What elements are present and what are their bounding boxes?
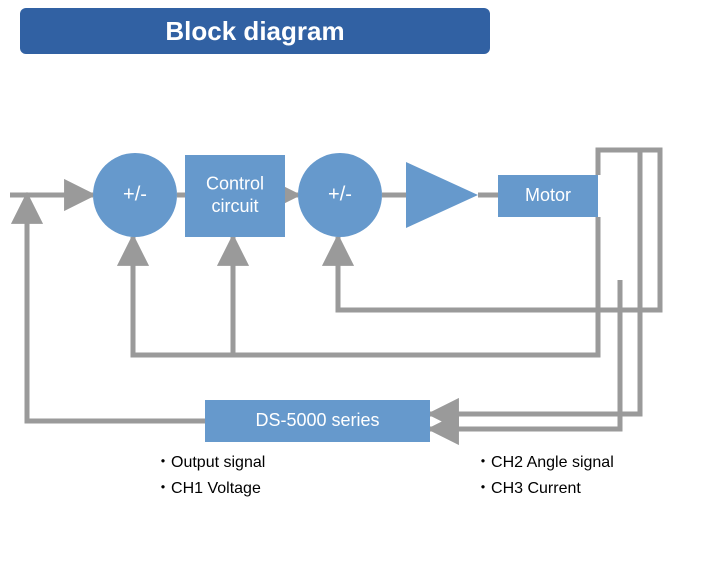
svg-text:+/-: +/- bbox=[123, 183, 147, 205]
svg-text:DS-5000 series: DS-5000 series bbox=[255, 410, 379, 430]
node-motor: Motor bbox=[498, 175, 598, 217]
caption-item: CH1 Voltage bbox=[155, 476, 265, 502]
node-ds: DS-5000 series bbox=[205, 400, 430, 442]
caption-left: Output signalCH1 Voltage bbox=[155, 450, 265, 501]
caption-item: CH3 Current bbox=[475, 476, 614, 502]
edge-motor_top_fb bbox=[338, 150, 660, 310]
node-amp bbox=[406, 162, 478, 228]
svg-text:Control: Control bbox=[206, 174, 264, 194]
caption-item: CH2 Angle signal bbox=[475, 450, 614, 476]
caption-item: Output signal bbox=[155, 450, 265, 476]
caption-right: CH2 Angle signalCH3 Current bbox=[475, 450, 614, 501]
svg-text:Motor: Motor bbox=[525, 185, 571, 205]
svg-text:+/-: +/- bbox=[328, 183, 352, 205]
svg-text:circuit: circuit bbox=[211, 196, 258, 216]
node-control: Controlcircuit bbox=[185, 155, 285, 237]
edge-motor_bot_fb bbox=[133, 217, 598, 355]
node-sum2: +/- bbox=[298, 153, 382, 237]
node-sum1: +/- bbox=[93, 153, 177, 237]
